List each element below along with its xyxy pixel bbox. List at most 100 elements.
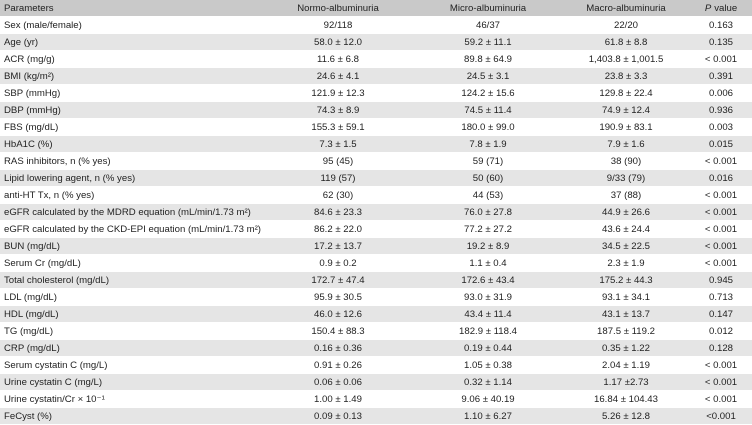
parameter-cell: Age (yr) [0, 33, 262, 51]
value-cell: 124.2 ± 15.6 [410, 84, 562, 102]
value-cell: 44 (53) [410, 186, 562, 204]
value-cell: 19.2 ± 8.9 [410, 237, 562, 255]
value-cell: 1.17 ±2.73 [562, 373, 686, 391]
parameter-cell: anti-HT Tx, n (% yes) [0, 186, 262, 204]
value-cell: 0.713 [686, 288, 752, 306]
header-cell: Macro-albuminuria [562, 0, 686, 17]
value-cell: < 0.001 [686, 390, 752, 408]
value-cell: 121.9 ± 12.3 [262, 84, 410, 102]
value-cell: 0.936 [686, 101, 752, 119]
value-cell: 43.4 ± 11.4 [410, 305, 562, 323]
value-cell: 38 (90) [562, 152, 686, 170]
parameter-cell: Serum Cr (mg/dL) [0, 254, 262, 272]
value-cell: 1.00 ± 1.49 [262, 390, 410, 408]
value-cell: 59.2 ± 11.1 [410, 33, 562, 51]
value-cell: 11.6 ± 6.8 [262, 50, 410, 68]
parameter-cell: HbA1C (%) [0, 135, 262, 153]
value-cell: 150.4 ± 88.3 [262, 322, 410, 340]
value-cell: 24.5 ± 3.1 [410, 67, 562, 85]
value-cell: 172.6 ± 43.4 [410, 271, 562, 289]
value-cell: 59 (71) [410, 152, 562, 170]
parameter-cell: CRP (mg/dL) [0, 339, 262, 357]
value-cell: 175.2 ± 44.3 [562, 271, 686, 289]
parameter-cell: ACR (mg/g) [0, 50, 262, 68]
value-cell: 23.8 ± 3.3 [562, 67, 686, 85]
value-cell: 9/33 (79) [562, 169, 686, 187]
value-cell: 92/118 [262, 16, 410, 34]
table-row: LDL (mg/dL) 95.9 ± 30.5 93.0 ± 31.9 93.1 ± … [0, 288, 752, 306]
parameter-cell: RAS inhibitors, n (% yes) [0, 152, 262, 170]
header-cell: Normo-albuminuria [262, 0, 410, 17]
value-cell: 0.9 ± 0.2 [262, 254, 410, 272]
value-cell: 43.1 ± 13.7 [562, 305, 686, 323]
parameter-cell: LDL (mg/dL) [0, 288, 262, 306]
value-cell: 0.135 [686, 33, 752, 51]
value-cell: 0.391 [686, 67, 752, 85]
value-cell: 37 (88) [562, 186, 686, 204]
value-cell: 24.6 ± 4.1 [262, 67, 410, 85]
table-row: Serum cystatin C (mg/L) 0.91 ± 0.26 1.05 ±… [0, 356, 752, 374]
parameter-cell: Sex (male/female) [0, 16, 262, 34]
parameter-cell: FeCyst (%) [0, 407, 262, 425]
header-cell: Micro-albuminuria [410, 0, 562, 17]
table-row: Serum Cr (mg/dL) 0.9 ± 0.2 1.1 ± 0.4 2.3 ± … [0, 254, 752, 272]
value-cell: 0.16 ± 0.36 [262, 339, 410, 357]
value-cell: 2.04 ± 1.19 [562, 356, 686, 374]
parameter-cell: Urine cystatin C (mg/L) [0, 373, 262, 391]
table-row: CRP (mg/dL) 0.16 ± 0.36 0.19 ± 0.44 0.35 ± … [0, 339, 752, 357]
parameter-cell: BUN (mg/dL) [0, 237, 262, 255]
parameter-cell: HDL (mg/dL) [0, 305, 262, 323]
value-cell: 62 (30) [262, 186, 410, 204]
table-row: RAS inhibitors, n (% yes) 95 (45) 59 (71) 3… [0, 152, 752, 170]
parameter-cell: Urine cystatin/Cr × 10⁻¹ [0, 390, 262, 408]
table-row: Lipid lowering agent, n (% yes) 119 (57) 5… [0, 169, 752, 187]
table-row: TG (mg/dL) 150.4 ± 88.3 182.9 ± 118.4 187.5… [0, 322, 752, 340]
value-cell: 58.0 ± 12.0 [262, 33, 410, 51]
value-cell: 1,403.8 ± 1,001.5 [562, 50, 686, 68]
table-row: Age (yr) 58.0 ± 12.0 59.2 ± 11.1 61.8 ± 8.8… [0, 33, 752, 51]
parameter-cell: Total cholesterol (mg/dL) [0, 271, 262, 289]
table-row: DBP (mmHg) 74.3 ± 8.9 74.5 ± 11.4 74.9 ± 12… [0, 101, 752, 119]
table-row: FeCyst (%) 0.09 ± 0.13 1.10 ± 6.27 5.26 ± 1… [0, 407, 752, 425]
table-row: anti-HT Tx, n (% yes) 62 (30) 44 (53) 37 (8… [0, 186, 752, 204]
value-cell: 0.128 [686, 339, 752, 357]
value-cell: 190.9 ± 83.1 [562, 118, 686, 136]
value-cell: 77.2 ± 27.2 [410, 220, 562, 238]
value-cell: 1.05 ± 0.38 [410, 356, 562, 374]
value-cell: 0.006 [686, 84, 752, 102]
value-cell: 74.9 ± 12.4 [562, 101, 686, 119]
value-cell: 7.9 ± 1.6 [562, 135, 686, 153]
table-row: eGFR calculated by the MDRD equation (mL… [0, 203, 752, 221]
value-cell: 0.945 [686, 271, 752, 289]
header-cell: Parameters [0, 0, 262, 17]
table-row: FBS (mg/dL) 155.3 ± 59.1 180.0 ± 99.0 190.9… [0, 118, 752, 136]
header-row: Parameters Normo-albuminuria Micro-albumin… [0, 0, 752, 17]
value-cell: 74.3 ± 8.9 [262, 101, 410, 119]
value-cell: 129.8 ± 22.4 [562, 84, 686, 102]
value-cell: 0.003 [686, 118, 752, 136]
value-cell: 119 (57) [262, 169, 410, 187]
value-cell: 34.5 ± 22.5 [562, 237, 686, 255]
value-cell: 0.06 ± 0.06 [262, 373, 410, 391]
value-cell: <0.001 [686, 407, 752, 425]
header-text: value [714, 2, 738, 14]
value-cell: 46/37 [410, 16, 562, 34]
value-cell: 1.10 ± 6.27 [410, 407, 562, 425]
value-cell: 17.2 ± 13.7 [262, 237, 410, 255]
value-cell: 1.1 ± 0.4 [410, 254, 562, 272]
value-cell: 89.8 ± 64.9 [410, 50, 562, 68]
table-row: Urine cystatin C (mg/L) 0.06 ± 0.06 0.32 ±… [0, 373, 752, 391]
value-cell: 0.016 [686, 169, 752, 187]
value-cell: 0.32 ± 1.14 [410, 373, 562, 391]
table-body: Sex (male/female) 92/118 46/37 22/20 0.163 Ag… [0, 16, 752, 425]
value-cell: 187.5 ± 119.2 [562, 322, 686, 340]
value-cell: 93.1 ± 34.1 [562, 288, 686, 306]
value-cell: 0.012 [686, 322, 752, 340]
table-row: SBP (mmHg) 121.9 ± 12.3 124.2 ± 15.6 129.8 … [0, 84, 752, 102]
value-cell: < 0.001 [686, 373, 752, 391]
parameter-cell: DBP (mmHg) [0, 101, 262, 119]
value-cell: < 0.001 [686, 50, 752, 68]
value-cell: < 0.001 [686, 254, 752, 272]
